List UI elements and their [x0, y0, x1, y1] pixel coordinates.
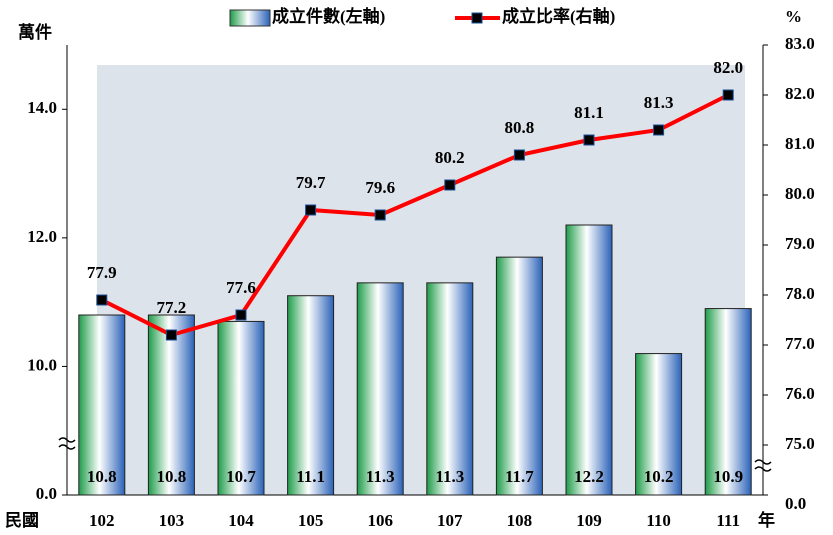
- x-tick-label: 111: [716, 511, 740, 530]
- bar-value-label: 10.8: [87, 467, 117, 486]
- y2-axis-title: %: [785, 7, 802, 26]
- line-value-label: 77.6: [226, 278, 256, 297]
- y2-tick-label: 83.0: [785, 34, 815, 53]
- x-tick-label: 106: [367, 511, 393, 530]
- x-axis-title-left: 民國: [5, 511, 39, 530]
- y2-tick-label: 76.0: [785, 384, 815, 403]
- x-tick-label: 104: [228, 511, 254, 530]
- bar-value-label: 11.1: [296, 467, 325, 486]
- y-tick-label: 10.0: [27, 355, 57, 374]
- line-marker: [306, 205, 316, 215]
- bar-value-label: 12.2: [574, 467, 604, 486]
- bar-value-label: 10.2: [644, 467, 674, 486]
- line-marker: [236, 310, 246, 320]
- line-marker: [166, 330, 176, 340]
- line-value-label: 77.2: [157, 298, 187, 317]
- x-tick-label: 109: [576, 511, 602, 530]
- bar: [427, 283, 473, 495]
- y-tick-label: 0.0: [36, 484, 57, 503]
- y-tick-label: 12.0: [27, 227, 57, 246]
- x-tick-label: 110: [646, 511, 671, 530]
- line-value-label: 79.7: [296, 173, 326, 192]
- y2-tick-label: 79.0: [785, 234, 815, 253]
- line-value-label: 80.2: [435, 148, 465, 167]
- line-marker: [445, 180, 455, 190]
- bar: [288, 296, 334, 495]
- x-tick-label: 107: [437, 511, 463, 530]
- line-marker: [375, 210, 385, 220]
- legend-bar-swatch: [230, 10, 270, 26]
- y2-tick-label: 80.0: [785, 184, 815, 203]
- line-value-label: 77.9: [87, 263, 117, 282]
- bar: [357, 283, 403, 495]
- y2-tick-label: 0.0: [785, 494, 806, 513]
- bar-value-label: 11.7: [505, 467, 534, 486]
- y2-tick-label: 81.0: [785, 134, 815, 153]
- bar: [566, 225, 612, 495]
- line-value-label: 80.8: [505, 118, 535, 137]
- y2-tick-label: 78.0: [785, 284, 815, 303]
- x-tick-label: 108: [507, 511, 533, 530]
- line-value-label: 79.6: [365, 178, 395, 197]
- y-axis-title: 萬件: [18, 22, 52, 42]
- bar-value-label: 10.9: [713, 467, 743, 486]
- line-marker: [97, 295, 107, 305]
- bar-value-label: 11.3: [366, 467, 395, 486]
- bar: [496, 257, 542, 495]
- line-value-label: 81.1: [574, 103, 604, 122]
- bar-value-label: 10.7: [226, 467, 256, 486]
- line-marker: [723, 90, 733, 100]
- x-tick-label: 103: [159, 511, 185, 530]
- bar-value-label: 11.3: [435, 467, 464, 486]
- line-marker: [584, 135, 594, 145]
- y2-tick-label: 75.0: [785, 434, 815, 453]
- y-tick-label: 14.0: [27, 98, 57, 117]
- y2-tick-label: 77.0: [785, 334, 815, 353]
- line-marker: [514, 150, 524, 160]
- line-value-label: 81.3: [644, 93, 674, 112]
- legend-label: 成立件數(左軸): [272, 6, 385, 26]
- x-tick-label: 102: [89, 511, 115, 530]
- line-marker: [654, 125, 664, 135]
- legend-label: 成立比率(右軸): [502, 6, 615, 26]
- x-axis-title-right: 年: [758, 510, 775, 530]
- x-tick-label: 105: [298, 511, 324, 530]
- y2-tick-label: 82.0: [785, 84, 815, 103]
- bar-value-label: 10.8: [157, 467, 187, 486]
- legend-marker: [472, 13, 482, 23]
- line-value-label: 82.0: [713, 58, 743, 77]
- chart: 萬件 % 民國 年 成立件數(左軸) 成立比率(右軸) 0.0 10.0 12.0 1…: [0, 0, 833, 535]
